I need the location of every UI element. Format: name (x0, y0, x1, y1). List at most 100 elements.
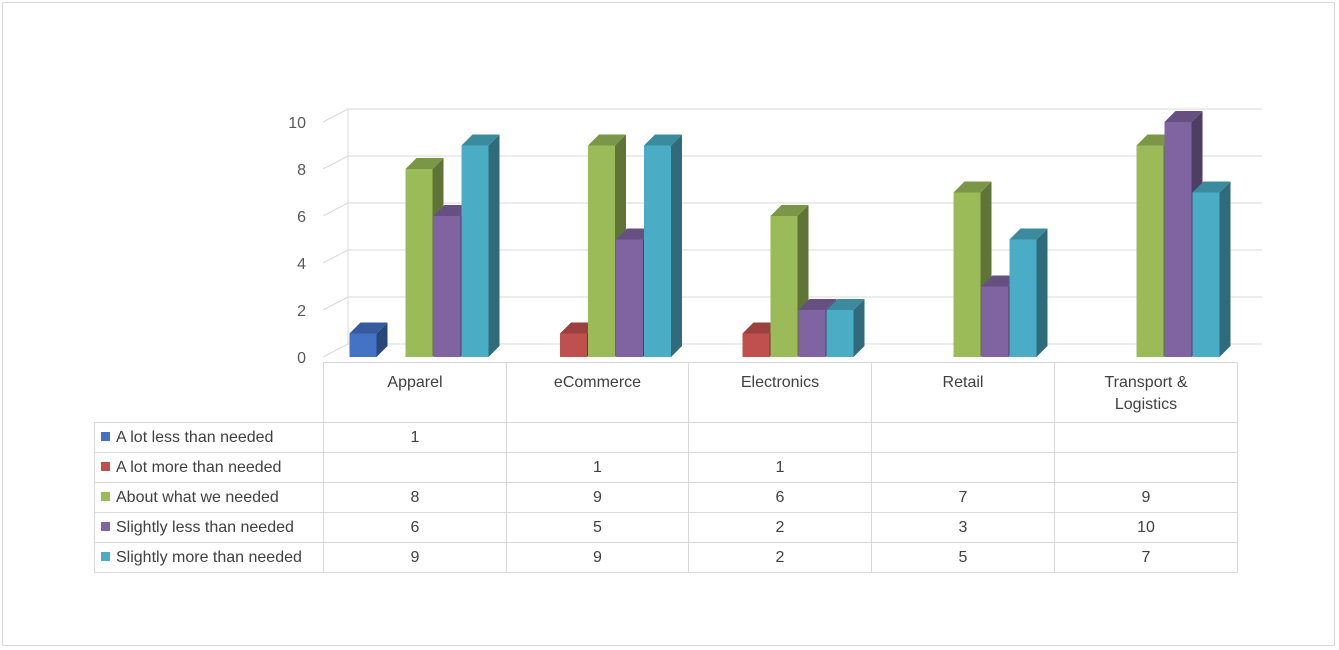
bar-side (1219, 181, 1231, 357)
bar-front (405, 169, 433, 357)
data-label: 7 (1054, 542, 1238, 573)
x-tick-label: eCommerce (506, 362, 689, 423)
data-label: 1 (688, 452, 872, 483)
bar-front (433, 216, 461, 357)
legend-entry: About what we needed (94, 482, 324, 513)
table-row: Slightly less than needed 6 5 2 3 10 (94, 512, 1238, 543)
bar-front (349, 333, 377, 357)
bar-top (461, 134, 500, 146)
table-row: About what we needed 8 9 6 7 9 (94, 482, 1238, 513)
data-label (871, 422, 1055, 453)
y-tick-label: 8 (297, 162, 306, 179)
bar-top (798, 299, 837, 310)
bar-front (560, 333, 587, 357)
table-header-row: Apparel eCommerce Electronics Retail Transpo… (95, 362, 1238, 423)
bar (349, 322, 388, 357)
data-label: 6 (323, 512, 507, 543)
bar-front (1009, 239, 1037, 357)
bar (644, 134, 682, 357)
data-label (1054, 422, 1238, 453)
data-label: 9 (506, 542, 689, 573)
x-tick-label: Retail (871, 362, 1055, 423)
data-label (688, 422, 872, 453)
data-label (506, 422, 689, 453)
bar-front (616, 239, 643, 357)
bar (461, 134, 500, 357)
gridline-side (322, 108, 349, 123)
table-row: Slightly more than needed 9 9 2 5 7 (94, 542, 1238, 573)
data-label: 3 (871, 512, 1055, 543)
bar (1192, 181, 1231, 357)
bar-front (588, 145, 615, 357)
gridline-side (322, 202, 349, 217)
data-label (1054, 452, 1238, 483)
bar-top (349, 322, 388, 334)
data-label: 8 (323, 482, 507, 513)
data-label: 7 (871, 482, 1055, 513)
series-name: About what we needed (116, 488, 279, 506)
series-name: Slightly more than needed (116, 548, 302, 566)
bar-top (1192, 181, 1231, 193)
legend-entry: A lot more than needed (94, 452, 324, 483)
bar-front (1164, 122, 1192, 357)
data-label: 1 (323, 422, 507, 453)
y-tick-label: 6 (297, 209, 306, 226)
data-label: 5 (506, 512, 689, 543)
legend-key (101, 521, 110, 531)
data-label (323, 452, 507, 483)
data-label: 5 (871, 542, 1055, 573)
x-tick-label: Apparel (323, 362, 507, 423)
bar (826, 299, 865, 357)
bar-top (1009, 228, 1048, 240)
data-label: 10 (1054, 512, 1238, 543)
y-tick-label: 4 (297, 256, 306, 273)
data-label: 2 (688, 542, 872, 573)
bar-front (644, 145, 671, 357)
bar (770, 205, 809, 357)
data-label: 9 (506, 482, 689, 513)
bar (1009, 228, 1048, 357)
x-tick-label: Electronics (688, 362, 872, 423)
bar-side (853, 299, 865, 357)
data-table: Apparel eCommerce Electronics Retail Transpo… (94, 362, 1238, 573)
table-corner (95, 363, 324, 423)
bar-front (742, 333, 770, 357)
gridline-side (322, 249, 349, 264)
y-tick-label: 10 (288, 115, 306, 132)
bar-front (981, 286, 1009, 357)
bar (953, 181, 992, 357)
gridline-side (322, 155, 349, 170)
legend-entry: Slightly more than needed (94, 542, 324, 573)
data-label: 1 (506, 452, 689, 483)
x-tick-label: Transport & Logistics (1054, 362, 1238, 423)
bar-top (770, 205, 809, 216)
series-name: A lot less than needed (116, 428, 274, 446)
legend-key (101, 461, 110, 471)
data-label: 9 (1054, 482, 1238, 513)
gridline-side (322, 343, 349, 358)
data-label (871, 452, 1055, 483)
bar-top (588, 134, 626, 146)
series-name: A lot more than needed (116, 458, 282, 476)
bar-side (671, 134, 682, 357)
bar-top (953, 181, 992, 193)
bar-front (798, 310, 826, 357)
bar-top (644, 134, 682, 146)
bar-top (1164, 111, 1203, 122)
bar-front (953, 192, 981, 357)
bar-front (1136, 145, 1164, 357)
legend-entry: A lot less than needed (94, 422, 324, 453)
data-label: 2 (688, 512, 872, 543)
bar-front (1192, 192, 1220, 357)
bar-front (461, 145, 489, 357)
table-row: A lot less than needed 1 (94, 422, 1238, 453)
bar-top (826, 299, 865, 310)
bar-side (1036, 228, 1048, 357)
data-label: 9 (323, 542, 507, 573)
legend-entry: Slightly less than needed (94, 512, 324, 543)
legend-key (101, 551, 110, 561)
y-tick-label: 0 (297, 350, 306, 367)
data-label: 6 (688, 482, 872, 513)
bar-side (376, 322, 388, 357)
